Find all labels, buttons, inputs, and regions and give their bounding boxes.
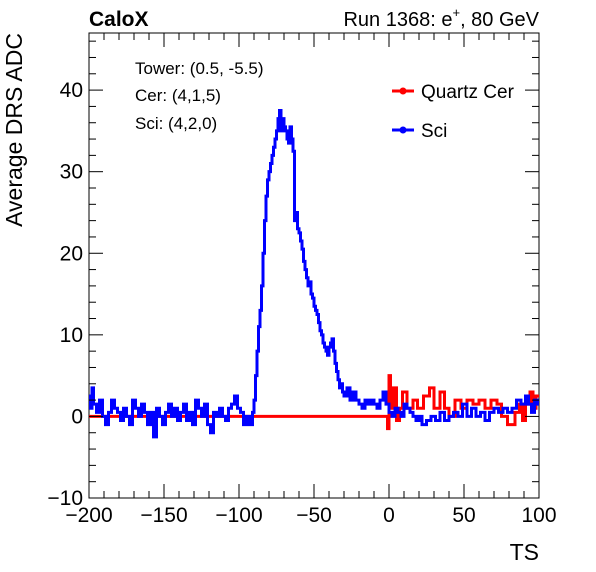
series-line-sci bbox=[89, 109, 539, 439]
annotation-tower: Tower: (0.5, -5.5) bbox=[135, 59, 264, 78]
y-axis-title: Average DRS ADC bbox=[1, 33, 27, 227]
x-tick-label: 50 bbox=[452, 504, 475, 527]
y-tick-label: 30 bbox=[60, 161, 83, 184]
y-tick-label: −10 bbox=[47, 487, 83, 510]
legend-entry-sci: Sci bbox=[392, 121, 447, 142]
run-energy-text: , 80 GeV bbox=[460, 9, 540, 31]
legend-marker-sci bbox=[399, 126, 407, 134]
legend-label-sci: Sci bbox=[421, 121, 447, 142]
run-info-text: Run 1368: e bbox=[343, 9, 452, 31]
legend-label-quartz-cer: Quartz Cer bbox=[421, 82, 515, 103]
x-tick-label: 0 bbox=[383, 504, 395, 527]
series-layer bbox=[89, 109, 539, 439]
y-tick-label: 40 bbox=[60, 79, 83, 102]
legend-entry-quartz-cer: Quartz Cer bbox=[392, 82, 515, 103]
legend-marker-quartz-cer bbox=[399, 87, 407, 95]
x-tick-label: 100 bbox=[521, 504, 556, 527]
y-tick-label: 0 bbox=[71, 405, 83, 428]
x-tick-label: −150 bbox=[140, 504, 187, 527]
x-tick-label: −100 bbox=[215, 504, 262, 527]
x-axis-title: TS bbox=[510, 539, 539, 565]
y-tick-label: 20 bbox=[60, 242, 83, 265]
legend: Quartz Cer Sci bbox=[392, 82, 515, 142]
run-info-label: Run 1368: e+, 80 GeV bbox=[343, 5, 539, 31]
annotation-cer: Cer: (4,1,5) bbox=[135, 86, 221, 105]
annotation-sci: Sci: (4,2,0) bbox=[135, 114, 217, 133]
run-particle-sup: + bbox=[452, 5, 460, 20]
x-tick-label: −50 bbox=[296, 504, 332, 527]
tower-annotations: Tower: (0.5, -5.5) Cer: (4,1,5) Sci: (4,… bbox=[135, 59, 264, 133]
experiment-label: CaloX bbox=[89, 8, 149, 31]
x-tick-label: −200 bbox=[65, 504, 112, 527]
y-tick-label: 10 bbox=[60, 324, 83, 347]
